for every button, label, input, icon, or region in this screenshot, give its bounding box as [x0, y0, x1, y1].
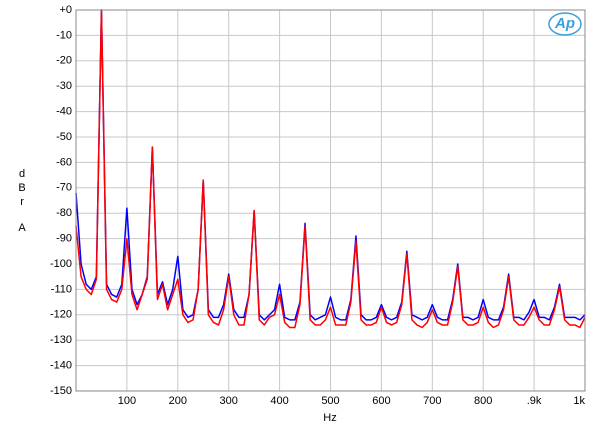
y-tick-label: +0 — [59, 4, 72, 16]
plot-frame — [75, 9, 586, 392]
spectrum-line — [75, 9, 586, 321]
y-tick-label: -120 — [50, 309, 72, 321]
y-tick-label: -30 — [56, 80, 72, 92]
y-axis-unit: A — [18, 222, 26, 234]
y-tick-label: -60 — [56, 156, 72, 168]
spectrum-line — [75, 9, 586, 329]
logo-text: Ap — [554, 15, 575, 32]
plot-lines — [75, 9, 586, 329]
y-tick-label: -20 — [56, 55, 72, 67]
x-tick-label: 200 — [169, 395, 187, 407]
y-tick-label: -130 — [50, 334, 72, 346]
y-axis-label: dBr — [16, 168, 28, 210]
y-tick-label: -10 — [56, 29, 72, 41]
x-tick-label: 800 — [474, 395, 492, 407]
x-tick-label: 300 — [220, 395, 238, 407]
x-tick-label: 1k — [573, 395, 585, 407]
logo: Ap — [548, 12, 582, 36]
x-tick-label: 100 — [118, 395, 136, 407]
y-tick-label: -40 — [56, 106, 72, 118]
x-tick-label: 500 — [321, 395, 339, 407]
x-tick-label: 700 — [423, 395, 441, 407]
y-tick-label: -100 — [50, 258, 72, 270]
y-tick-label: -110 — [51, 283, 72, 295]
y-tick-label: -150 — [50, 385, 72, 397]
y-tick-label: -70 — [56, 182, 72, 194]
x-tick-label: .9k — [527, 395, 542, 407]
y-tick-label: -50 — [56, 131, 72, 143]
y-tick-label: -140 — [50, 360, 72, 372]
logo-ring — [548, 12, 582, 36]
x-axis-label: Hz — [323, 412, 336, 424]
x-tick-label: 400 — [270, 395, 288, 407]
grid — [76, 9, 586, 392]
x-tick-label: 600 — [372, 395, 390, 407]
y-tick-label: -90 — [56, 233, 72, 245]
y-tick-label: -80 — [56, 207, 72, 219]
